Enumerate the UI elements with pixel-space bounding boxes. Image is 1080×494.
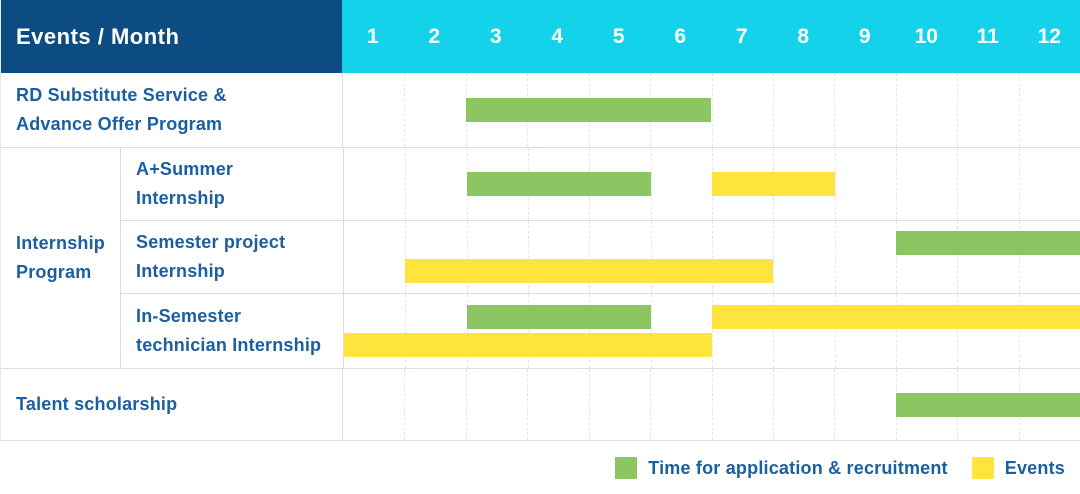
month-gridline xyxy=(957,148,959,220)
month-gridline xyxy=(404,369,406,440)
lane-semester-project xyxy=(343,221,1080,293)
month-gridline xyxy=(650,294,652,368)
row-label-talent-scholarship: Talent scholarship xyxy=(16,394,178,414)
month-gridline xyxy=(527,369,529,440)
event-bar xyxy=(712,172,835,196)
lane-rd-substitute xyxy=(342,73,1080,147)
row-talent-scholarship: Talent scholarship xyxy=(1,369,1080,441)
lane-in-semester-technician xyxy=(343,294,1080,368)
application-bar xyxy=(466,172,651,196)
month-gridline xyxy=(712,294,713,368)
month-label: 2 xyxy=(428,24,441,48)
month-gridline xyxy=(1018,73,1020,147)
month-gridline xyxy=(404,73,406,147)
month-gridline xyxy=(896,221,897,293)
month-label: 4 xyxy=(551,24,564,48)
month-gridline xyxy=(1018,294,1020,368)
row-in-semester-technician: In-Semester technician Internship xyxy=(121,294,1080,368)
row-label-semester-project: Semester project Internship xyxy=(136,232,286,281)
month-gridline xyxy=(465,369,467,440)
event-bar xyxy=(344,333,712,357)
event-bar xyxy=(712,305,1080,329)
month-gridline xyxy=(834,148,836,220)
lane-a-plus-summer xyxy=(343,148,1080,220)
lane-talent-scholarship xyxy=(342,369,1080,440)
group-internship-program: Internship Program A+Summer Internship S… xyxy=(1,148,1080,369)
month-gridline xyxy=(773,294,775,368)
month-gridline xyxy=(712,221,713,293)
month-gridline xyxy=(711,369,713,440)
month-gridline xyxy=(589,294,591,368)
month-gridline xyxy=(1018,148,1020,220)
legend-label-events: Events xyxy=(1004,457,1065,478)
month-label: 5 xyxy=(612,24,625,48)
month-gridline xyxy=(528,221,529,293)
month-gridline xyxy=(957,294,959,368)
month-header-row: 1 2 3 4 5 6 7 8 9 10 11 12 xyxy=(342,0,1080,73)
month-label: 9 xyxy=(858,24,871,48)
month-gridline xyxy=(711,73,713,147)
month-gridline xyxy=(650,148,652,220)
application-bar xyxy=(895,392,1080,417)
header-row: Events / Month 1 2 3 4 5 6 7 8 9 10 11 12 xyxy=(1,0,1080,73)
month-label: 11 xyxy=(976,24,999,48)
month-gridline xyxy=(896,294,897,368)
legend: Time for application & recruitment Event… xyxy=(0,457,1065,479)
month-gridline xyxy=(834,73,836,147)
legend-swatch-events xyxy=(971,457,994,479)
event-bar xyxy=(405,259,774,283)
month-gridline xyxy=(466,294,468,368)
month-label: 1 xyxy=(366,24,379,48)
month-gridline xyxy=(1018,221,1020,293)
events-month-header: Events / Month xyxy=(1,0,342,73)
row-rd-substitute: RD Substitute Service & Advance Offer Pr… xyxy=(1,73,1080,148)
month-gridline xyxy=(772,73,774,147)
month-gridline xyxy=(896,148,897,220)
legend-swatch-application xyxy=(615,457,638,479)
month-gridline xyxy=(650,221,652,293)
row-a-plus-summer: A+Summer Internship xyxy=(121,148,1080,221)
month-gridline xyxy=(895,73,897,147)
month-gridline xyxy=(405,148,407,220)
internship-subrows: A+Summer Internship Semester project Int… xyxy=(120,148,1080,368)
month-gridline xyxy=(405,294,407,368)
application-bar xyxy=(896,231,1080,255)
application-bar xyxy=(465,98,712,122)
month-gridline xyxy=(834,369,836,440)
month-gridline xyxy=(405,221,407,293)
month-gridline xyxy=(957,221,959,293)
month-gridline xyxy=(834,294,836,368)
month-gridline xyxy=(772,369,774,440)
month-gridline xyxy=(589,221,591,293)
month-gridline xyxy=(957,73,959,147)
month-gridline xyxy=(650,369,652,440)
month-gridline xyxy=(528,294,529,368)
month-label: 12 xyxy=(1037,24,1061,48)
month-label: 6 xyxy=(674,24,687,48)
month-label: 8 xyxy=(797,24,810,48)
row-label-rd-substitute: RD Substitute Service & Advance Offer Pr… xyxy=(16,85,227,134)
month-label: 3 xyxy=(489,24,502,48)
month-gridline xyxy=(834,221,836,293)
row-semester-project: Semester project Internship xyxy=(121,221,1080,294)
row-label-in-semester-technician: In-Semester technician Internship xyxy=(136,306,322,355)
application-bar xyxy=(466,305,651,329)
month-label: 7 xyxy=(735,24,748,48)
group-label-internship-program: Internship Program xyxy=(16,233,106,282)
month-label: 10 xyxy=(914,24,938,48)
month-gridline xyxy=(588,369,590,440)
month-gridline xyxy=(773,221,775,293)
month-gridline xyxy=(466,221,468,293)
legend-label-application: Time for application & recruitment xyxy=(648,457,948,478)
row-label-a-plus-summer: A+Summer Internship xyxy=(136,159,234,208)
gantt-table: Events / Month 1 2 3 4 5 6 7 8 9 10 11 12 RD Substi… xyxy=(0,0,1080,441)
